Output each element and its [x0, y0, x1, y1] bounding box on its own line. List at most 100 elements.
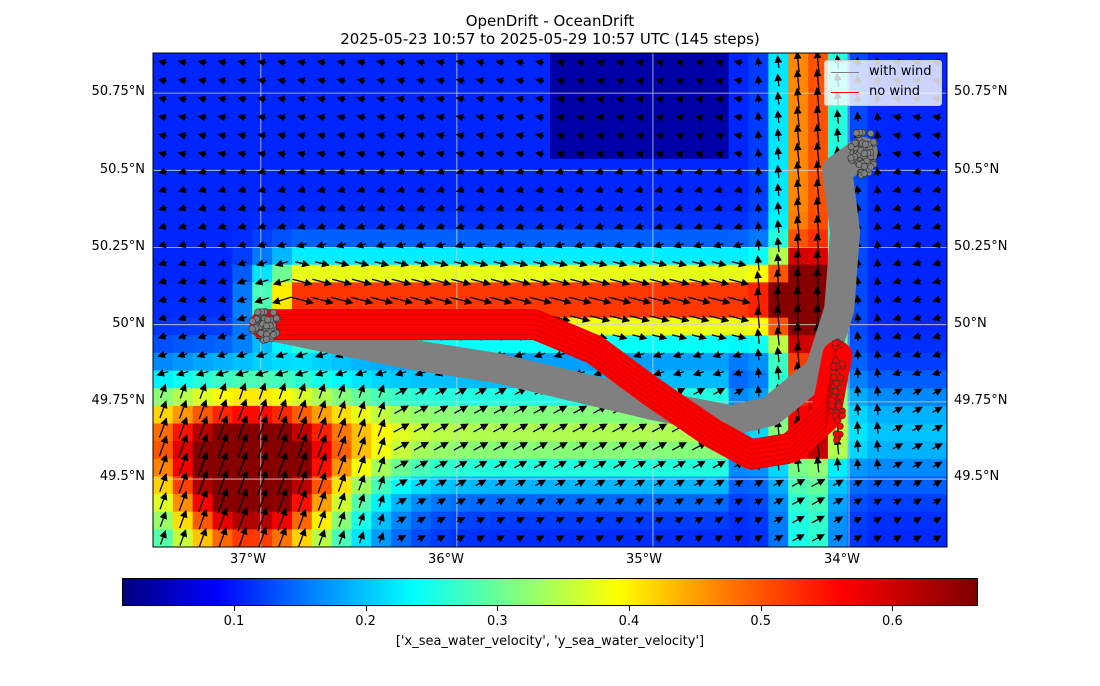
field-cell: [887, 405, 908, 425]
field-cell: [371, 158, 392, 178]
field-cell: [430, 423, 452, 442]
current-arrow: [334, 259, 350, 268]
current-arrow: [754, 56, 763, 67]
field-cell: [629, 441, 650, 460]
field-cell: [530, 441, 551, 460]
current-arrow: [614, 204, 624, 212]
current-arrow: [555, 498, 566, 506]
field-cell: [609, 141, 630, 160]
current-arrow: [175, 369, 189, 377]
field-cell: [589, 529, 611, 547]
current-arrow: [615, 59, 625, 67]
current-arrow: [356, 113, 366, 122]
current-arrow: [195, 369, 209, 377]
field-cell: [311, 264, 333, 283]
current-arrow: [594, 222, 604, 230]
field-cell: [172, 176, 194, 195]
field-cell: [669, 194, 690, 213]
current-arrow: [435, 113, 445, 122]
field-cell: [867, 370, 889, 389]
current-arrow: [612, 423, 628, 433]
current-arrow: [276, 222, 287, 230]
field-cell: [728, 88, 750, 107]
field-cell: [728, 511, 750, 530]
particle: [860, 162, 868, 170]
field-cell: [748, 370, 769, 389]
current-arrow: [376, 77, 386, 85]
field-cell: [867, 282, 889, 301]
current-arrow: [592, 259, 608, 268]
current-arrow: [594, 167, 604, 175]
field-cell: [351, 194, 372, 213]
field-cell: [430, 511, 452, 530]
field-cell: [391, 458, 412, 478]
lon-label: 35°W: [626, 552, 662, 567]
current-arrow: [436, 535, 446, 543]
field-cell: [768, 494, 789, 513]
current-arrow: [595, 95, 605, 104]
current-vector-arrows: [156, 53, 944, 547]
current-arrow: [553, 350, 566, 359]
current-arrow: [414, 369, 427, 377]
current-arrow: [377, 475, 386, 490]
current-arrow: [237, 77, 247, 85]
current-arrow: [854, 276, 862, 287]
colorbar-tick: [233, 606, 235, 611]
field-cell: [530, 123, 551, 142]
field-cell: [391, 158, 412, 178]
current-arrow: [217, 258, 227, 267]
field-cell: [371, 494, 392, 513]
current-arrow: [371, 278, 392, 287]
field-cell: [907, 247, 928, 266]
field-cell: [887, 511, 908, 530]
field-cell: [887, 176, 908, 195]
current-arrow: [473, 405, 489, 414]
field-cell: [569, 194, 591, 213]
current-arrow: [296, 204, 306, 212]
particle: [830, 363, 838, 371]
current-arrow: [316, 132, 326, 140]
field-cell: [411, 176, 432, 195]
current-arrow: [255, 350, 268, 359]
field-cell: [550, 300, 571, 319]
current-arrow: [396, 113, 406, 122]
current-arrow: [237, 204, 247, 212]
current-arrow: [296, 185, 306, 194]
field-cell: [192, 158, 214, 178]
current-arrow: [475, 150, 485, 158]
current-arrow: [429, 296, 453, 305]
field-cell: [907, 158, 928, 178]
field-cell: [490, 176, 511, 195]
field-cell: [411, 88, 432, 107]
particle: [831, 339, 839, 347]
current-arrow: [509, 296, 533, 305]
current-arrow: [575, 132, 585, 140]
field-cell: [887, 352, 908, 372]
current-arrow: [455, 479, 467, 487]
current-arrow: [237, 113, 247, 122]
current-arrow: [296, 222, 307, 230]
particle: [248, 317, 256, 325]
current-arrow: [415, 150, 425, 158]
current-arrow: [197, 77, 207, 85]
field-cell: [252, 105, 273, 125]
current-arrow: [594, 479, 606, 487]
field-cell: [391, 194, 412, 213]
current-arrow: [277, 507, 288, 531]
current-arrow: [237, 433, 249, 459]
current-arrow: [317, 452, 328, 476]
current-arrow: [257, 433, 268, 459]
particle: [254, 308, 262, 316]
current-arrow: [854, 312, 862, 323]
field-cell: [252, 458, 273, 478]
particle: [830, 373, 838, 381]
current-arrow: [415, 185, 425, 194]
field-cell: [669, 176, 690, 195]
field-cell: [887, 282, 908, 301]
field-cell: [470, 494, 492, 513]
field-cell: [669, 529, 690, 547]
current-arrow: [572, 423, 588, 433]
current-arrow: [217, 58, 227, 67]
field-cell: [331, 105, 353, 125]
field-cell: [371, 282, 392, 301]
